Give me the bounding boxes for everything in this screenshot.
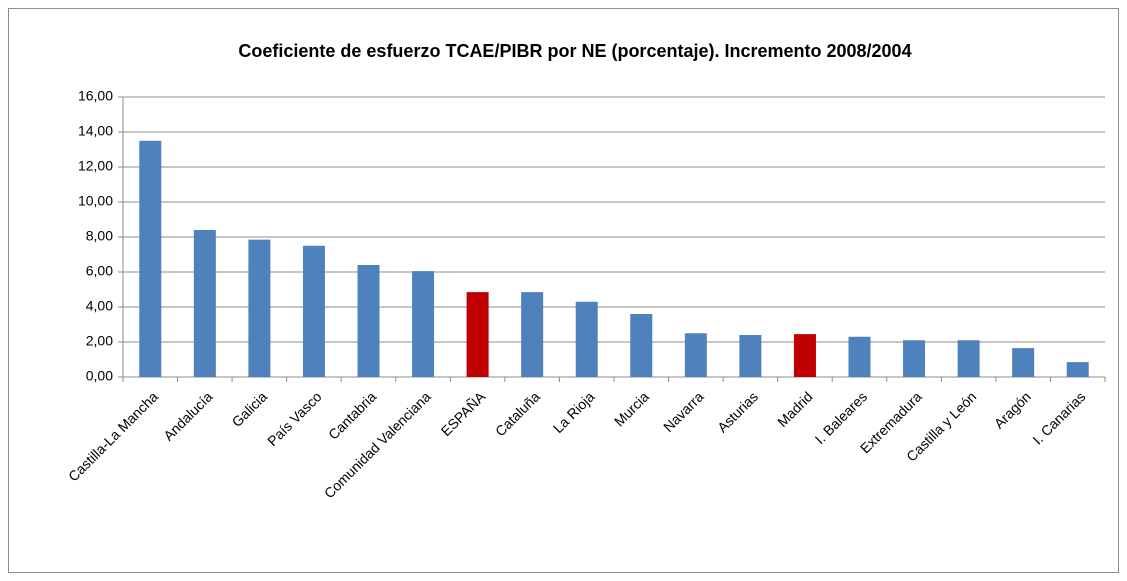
y-tick-label: 0,00 [86,368,113,384]
y-tick-label: 12,00 [78,158,113,174]
y-tick-label: 2,00 [86,333,113,349]
y-tick-label: 6,00 [86,263,113,279]
bar [412,271,435,377]
bar [793,334,816,377]
bar [139,140,162,377]
bar [357,265,380,377]
bar [957,340,980,377]
bar [521,292,544,377]
y-tick-label: 14,00 [78,123,113,139]
y-tick-label: 10,00 [78,193,113,209]
bar [193,230,216,377]
chart-title: Coeficiente de esfuerzo TCAE/PIBR por NE… [238,41,911,61]
bar [1066,362,1089,377]
bar [739,335,762,377]
bar [575,301,598,377]
bar [903,340,926,377]
bar [684,333,707,377]
bar [630,314,653,377]
bar [1012,348,1035,377]
bar [302,245,325,377]
y-tick-label: 16,00 [78,88,113,104]
bar [248,239,271,377]
bar [466,292,489,377]
y-tick-label: 8,00 [86,228,113,244]
chart-frame [8,8,1119,573]
y-tick-label: 4,00 [86,298,113,314]
bar [848,336,871,377]
